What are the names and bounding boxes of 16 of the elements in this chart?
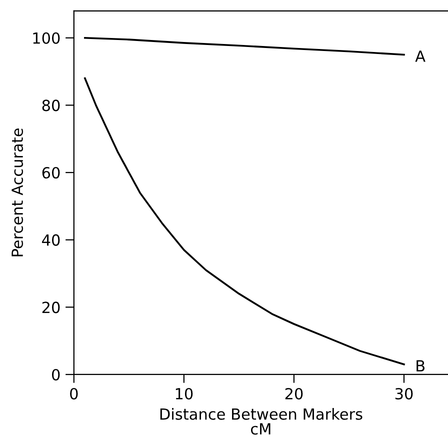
y-tick-label: 0 (52, 368, 60, 381)
line-series (84, 36, 405, 56)
y-axis-title: Percent Accurate (12, 128, 24, 256)
y-tick-label: 60 (42, 166, 60, 179)
x-tick-label: 10 (176, 388, 193, 400)
x-axis-title: Distance Between Markers cM (160, 408, 362, 435)
x-tick-label: 0 (70, 388, 78, 400)
y-tick-label: 20 (42, 302, 60, 314)
series-label: A (415, 50, 426, 62)
x-tick-label: 20 (285, 388, 303, 400)
line-series (84, 77, 405, 366)
x-tick-label: 30 (395, 388, 413, 400)
y-tick-label: 40 (42, 234, 60, 246)
series-label: B (416, 360, 424, 372)
y-tick-label: 80 (42, 100, 60, 112)
y-tick-label: 100 (33, 32, 60, 44)
